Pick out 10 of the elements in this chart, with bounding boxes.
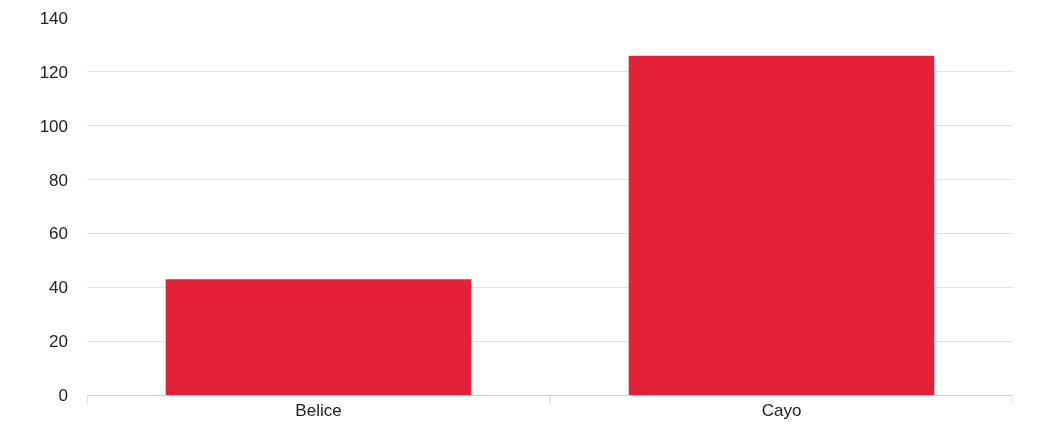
y-tick-label: 20 [49, 332, 68, 352]
x-tick-label: Cayo [761, 401, 802, 421]
y-tick-label: 140 [39, 8, 68, 28]
y-tick-label: 60 [49, 224, 68, 244]
y-tick-label: 100 [39, 116, 68, 136]
y-tick-label: 80 [49, 170, 68, 190]
y-tick-label: 0 [58, 385, 68, 405]
x-tick-label: Belice [295, 401, 342, 421]
y-tick-label: 120 [39, 62, 68, 82]
y-tick-label: 40 [49, 278, 68, 298]
